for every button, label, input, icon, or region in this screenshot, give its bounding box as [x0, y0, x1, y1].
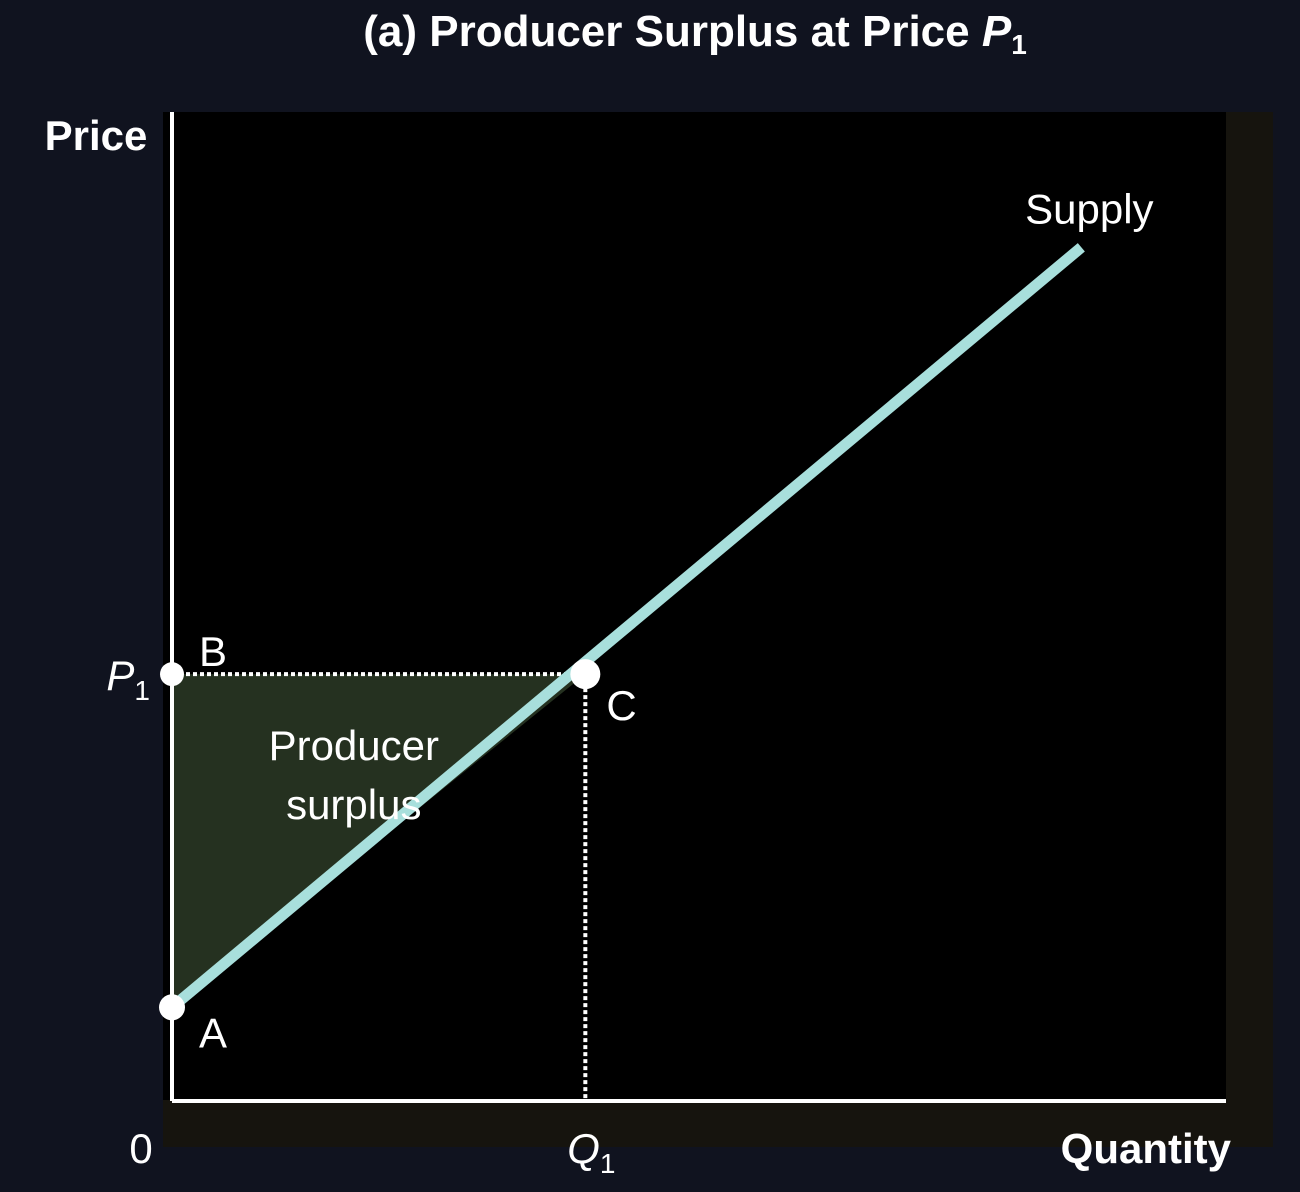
chart-title: (a) Producer Surplus at Price P1: [363, 7, 1027, 60]
surplus-label-line1: Producer: [269, 722, 439, 769]
supply-curve: [168, 243, 1085, 1012]
point-a-label: A: [199, 1009, 227, 1056]
supply-label: Supply: [1025, 185, 1153, 232]
origin-label: 0: [129, 1125, 152, 1172]
x-axis-title: Quantity: [1061, 1125, 1232, 1172]
point-b: [160, 662, 184, 687]
point-c-label: C: [606, 682, 636, 729]
point-c: [570, 659, 601, 690]
point-a: [159, 994, 185, 1021]
point-b-label: B: [199, 628, 227, 675]
y-tick-p1: P1: [106, 652, 150, 706]
surplus-label-line2: surplus: [286, 781, 421, 828]
y-axis-title: Price: [45, 112, 148, 159]
x-tick-q1: Q1: [567, 1125, 615, 1179]
